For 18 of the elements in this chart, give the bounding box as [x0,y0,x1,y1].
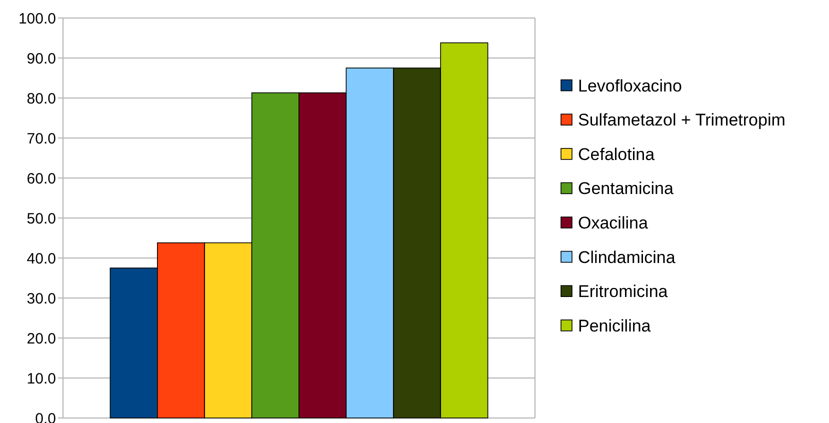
y-tick-label: 90.0 [26,50,56,68]
y-tick-label: 50.0 [26,210,56,228]
y-tick-label: 60.0 [26,170,56,188]
legend-label: Oxacilina [578,213,648,232]
legend-label: Sulfametazol + Trimetropim [578,110,786,130]
legend-label: Levofloxacino [578,76,682,96]
y-tick-label: 70.0 [26,130,56,148]
y-tick-label: 40.0 [26,250,56,268]
y-tick-label: 30.0 [26,290,56,308]
legend-label: Clindamicina [578,248,676,267]
y-tick-label: 100.0 [18,10,56,28]
legend-label: Cefalotina [578,144,656,164]
legend-label: Penicilina [578,316,652,336]
y-tick-label: 20.0 [26,330,56,348]
legend-label: Eritromicina [578,282,668,302]
y-tick-label: 10.0 [26,370,56,388]
legend-label: Gentamicina [578,179,674,198]
y-tick-label: 80.0 [26,90,56,108]
